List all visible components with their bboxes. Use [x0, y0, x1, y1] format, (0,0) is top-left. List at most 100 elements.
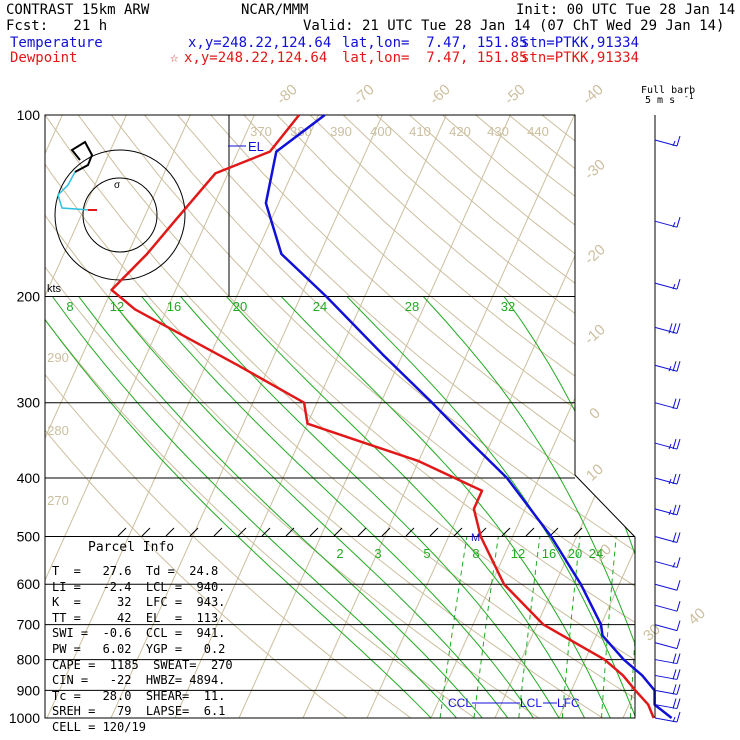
hatch-mark	[405, 527, 415, 537]
wind-barb-flag	[676, 473, 681, 485]
isotherm-label: 10	[583, 461, 607, 485]
hatch-mark	[213, 527, 223, 537]
wind-barb-flag	[676, 398, 681, 409]
hatch-mark	[285, 527, 295, 537]
wind-barb-staff	[654, 604, 678, 612]
pressure-tick-label: 100	[17, 107, 41, 123]
hatch-mark	[117, 527, 127, 537]
parcel-row-tc: Tc = 28.0 SHEAR= 11.	[52, 688, 226, 703]
parcel-row-sreh: SREH = 79 LAPSE= 6.1	[52, 704, 226, 719]
theta-label: 400	[370, 124, 392, 139]
wind-barb	[654, 580, 681, 591]
wind-barb-half-flag	[672, 221, 676, 228]
dry-adiabat-line	[77, 115, 635, 718]
moist-adiabat-line	[280, 296, 611, 718]
temperature-station: stn=PTKK,91334	[521, 35, 640, 51]
theta-label: 390	[330, 124, 352, 139]
hodograph-ring-inner	[82, 177, 158, 253]
barb-legend-units: 5 m s	[645, 95, 676, 106]
org-title: NCAR/MMM	[241, 2, 309, 18]
hatch-mark	[429, 527, 439, 537]
parcel-row-k: K = 32 LFC = 943.	[52, 595, 226, 610]
wind-barb-flag	[676, 620, 681, 631]
wind-barb-flag	[676, 361, 681, 372]
mixing-ratio-line	[473, 536, 499, 718]
pressure-tick-label: 300	[17, 395, 41, 411]
mixing-ratio-label: 16	[542, 546, 556, 561]
dry-adiabat-line	[45, 115, 494, 718]
hodograph-trace-low	[57, 171, 91, 211]
dry-adiabat-line	[45, 115, 559, 718]
temperature-latlon: lat,lon= 7.47, 151.85	[342, 35, 528, 51]
theta-label: 410	[409, 124, 431, 139]
mixing-ratio-line	[518, 536, 541, 718]
valid-time: Valid: 21 UTC Tue 28 Jan 14 (07 ChT Wed …	[303, 18, 725, 34]
hatch-mark	[261, 527, 271, 537]
mixing-ratio-label: 32	[501, 299, 515, 314]
wind-barb-flag	[676, 653, 681, 664]
mixing-ratio-line	[439, 536, 468, 718]
isotherm-line	[430, 115, 635, 718]
moist-adiabat-line	[226, 296, 586, 718]
wind-barb-flag	[676, 601, 681, 612]
dry-adiabat-line	[508, 115, 635, 718]
pressure-tick-label: 400	[17, 470, 41, 486]
wind-barb	[654, 638, 681, 650]
wind-barb	[654, 711, 681, 723]
wind-barb	[654, 473, 681, 485]
dry-adiabat-line	[45, 115, 635, 718]
dewpoint-xy: x,y=248.22,124.64	[184, 50, 328, 66]
mixing-ratio-label: 28	[405, 299, 419, 314]
wind-barb-staff	[654, 624, 678, 632]
wind-barb	[654, 684, 681, 695]
wind-barb-flag	[676, 638, 681, 649]
hatch-mark	[333, 527, 343, 537]
isotherm-line	[45, 115, 191, 718]
hodograph-trace-upper	[70, 140, 94, 173]
wind-barb-flag	[676, 698, 681, 709]
isotherm-line	[46, 115, 319, 718]
isotherm-line	[45, 115, 255, 718]
temperature-legend-label: Temperature	[10, 35, 103, 51]
lfc-annotation: LFC	[557, 696, 580, 710]
mixing-ratio-label: 2	[336, 546, 343, 561]
dry-adiabat-line	[45, 115, 364, 718]
wind-barb-half-flag	[672, 140, 676, 147]
wind-barb-flag	[672, 698, 677, 709]
hatch-mark	[237, 527, 247, 537]
hatch-mark	[357, 527, 367, 537]
mixing-ratio-label: 24	[589, 546, 603, 561]
wind-barb-flag	[676, 278, 681, 290]
pressure-tick-label: 1000	[9, 710, 40, 726]
parcel-row-pw: PW = 6.02 YGP = 0.2	[52, 642, 226, 656]
isotherm-label: -50	[501, 81, 528, 108]
pressure-tick-label: 800	[17, 652, 41, 668]
mixing-ratio-label: 12	[110, 299, 124, 314]
hatch-mark	[573, 527, 583, 537]
wind-barb-half-flag	[672, 562, 676, 568]
isotherm-label: -20	[581, 241, 608, 268]
wind-barb	[654, 323, 681, 334]
mixing-ratio-label: 20	[233, 299, 247, 314]
init-time: Init: 00 UTC Tue 28 Jan 14	[516, 2, 736, 18]
ccl-annotation: CCL	[448, 696, 472, 710]
wind-barb-flag	[672, 504, 677, 516]
parcel-row-swi: SWI = -0.6 CCL = 941.	[52, 626, 226, 641]
theta-label: 280	[47, 423, 69, 438]
dry-adiabat-line	[45, 115, 429, 718]
isotherm-label: -70	[350, 81, 377, 108]
mixing-ratio-label: 24	[313, 299, 327, 314]
wind-barb-flag	[672, 669, 677, 680]
wind-barb-flag	[668, 323, 673, 334]
pressure-tick-label: 600	[17, 576, 41, 592]
wind-barb-flag	[676, 323, 681, 334]
wind-barb	[654, 135, 681, 147]
hatch-mark	[189, 527, 199, 537]
isotherm-line	[558, 115, 635, 718]
parcel-row-li: LI = -2.4 LCL = 940.	[52, 579, 226, 594]
forecast-hour: Fcst: 21 h	[6, 18, 108, 34]
mixing-ratio-label: 8	[472, 546, 479, 561]
theta-label: 440	[527, 124, 549, 139]
wind-barb-flag	[672, 361, 677, 372]
